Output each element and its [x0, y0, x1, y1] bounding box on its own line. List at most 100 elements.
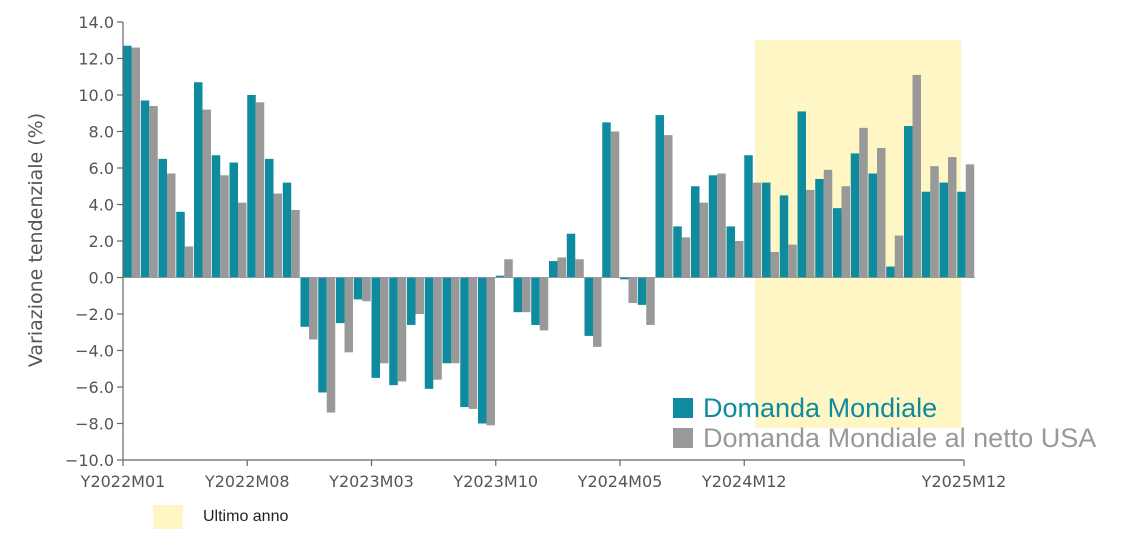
bar-netto-usa-Y2023M02: [362, 277, 371, 302]
bar-netto-usa-Y2024M12: [752, 182, 762, 278]
x-tick-label: Y2023M10: [452, 472, 538, 491]
y-tick-label: 0.0: [89, 269, 114, 288]
bar-domanda-mondiale-Y2025M11: [939, 182, 948, 278]
x-tick-label: Y2023M03: [328, 472, 414, 491]
bar-netto-usa-Y2022M11: [309, 277, 318, 340]
bar-domanda-mondiale-Y2022M05: [194, 82, 203, 278]
bar-domanda-mondiale-Y2024M01: [549, 261, 558, 278]
bar-domanda-mondiale-Y2024M05: [620, 277, 629, 280]
bar-netto-usa-Y2024M03: [593, 277, 602, 347]
bar-netto-usa-Y2025M04: [823, 169, 833, 278]
bar-netto-usa-Y2023M07: [451, 277, 460, 364]
bar-netto-usa-Y2023M03: [380, 277, 389, 364]
bar-domanda-mondiale-Y2022M12: [318, 277, 327, 393]
bar-netto-usa-Y2024M08: [681, 237, 691, 278]
bar-netto-usa-Y2022M12: [326, 277, 336, 413]
legend-label-1: Domanda Mondiale al netto USA: [703, 423, 1096, 453]
highlight-note-swatch: [153, 505, 183, 529]
bar-domanda-mondiale-Y2024M03: [584, 277, 593, 336]
bar-netto-usa-Y2025M07: [877, 147, 886, 278]
y-tick-label: 10.0: [78, 86, 114, 105]
bar-domanda-mondiale-Y2025M02: [779, 195, 789, 278]
bar-netto-usa-Y2024M06: [646, 277, 655, 325]
bar-domanda-mondiale-Y2022M01: [123, 45, 132, 278]
y-axis-label: Variazione tendenziale (%): [25, 113, 47, 367]
legend-label-0: Domanda Mondiale: [703, 393, 937, 423]
bar-netto-usa-Y2025M01: [770, 251, 779, 278]
bar-netto-usa-Y2022M03: [167, 173, 176, 278]
bar-netto-usa-Y2022M06: [220, 175, 229, 278]
y-tick-label: 2.0: [89, 232, 114, 251]
bar-domanda-mondiale-Y2022M08: [247, 95, 256, 278]
bar-netto-usa-Y2022M05: [202, 109, 211, 278]
bar-netto-usa-Y2023M06: [433, 277, 442, 380]
y-tick-label: −10.0: [65, 451, 114, 470]
bar-domanda-mondiale-Y2025M03: [797, 111, 806, 278]
bar-domanda-mondiale-Y2024M06: [637, 277, 647, 305]
bar-domanda-mondiale-Y2022M09: [265, 158, 274, 278]
bar-netto-usa-Y2022M04: [184, 246, 194, 278]
bar-domanda-mondiale-Y2023M07: [442, 277, 451, 364]
bar-netto-usa-Y2025M03: [806, 189, 815, 278]
bar-domanda-mondiale-Y2025M01: [762, 182, 771, 278]
bar-domanda-mondiale-Y2022M03: [158, 158, 167, 278]
bar-domanda-mondiale-Y2025M08: [886, 266, 895, 278]
y-tick-label: 8.0: [89, 123, 114, 142]
bar-netto-usa-Y2024M05: [628, 277, 637, 304]
bar-netto-usa-Y2025M09: [912, 74, 921, 278]
y-tick-label: −4.0: [75, 342, 114, 361]
bar-netto-usa-Y2025M05: [841, 186, 850, 278]
bar-domanda-mondiale-Y2024M12: [744, 155, 753, 278]
bar-domanda-mondiale-Y2023M06: [424, 277, 434, 389]
bar-netto-usa-Y2025M02: [788, 244, 797, 278]
bar-netto-usa-Y2022M10: [291, 209, 300, 278]
bar-netto-usa-Y2024M04: [610, 131, 620, 278]
bar-domanda-mondiale-Y2022M06: [211, 155, 221, 278]
bar-netto-usa-Y2025M06: [859, 127, 868, 278]
bar-domanda-mondiale-Y2022M04: [176, 211, 185, 278]
bar-domanda-mondiale-Y2023M05: [407, 277, 416, 325]
bar-netto-usa-Y2023M01: [344, 277, 353, 353]
y-tick-label: 6.0: [89, 159, 114, 178]
bar-domanda-mondiale-Y2022M11: [300, 277, 309, 327]
bar-domanda-mondiale-Y2023M01: [336, 277, 345, 324]
bar-netto-usa-Y2025M11: [948, 157, 957, 278]
bar-netto-usa-Y2023M10: [504, 259, 513, 278]
bar-netto-usa-Y2024M02: [575, 259, 584, 278]
bar-netto-usa-Y2023M09: [486, 277, 495, 426]
bar-domanda-mondiale-Y2023M03: [371, 277, 380, 378]
y-tick-label: −2.0: [75, 305, 114, 324]
y-tick-label: 12.0: [78, 50, 114, 69]
bar-netto-usa-Y2024M07: [664, 135, 673, 278]
bar-domanda-mondiale-Y2023M02: [353, 277, 363, 300]
bar-domanda-mondiale-Y2024M08: [673, 226, 682, 278]
bar-netto-usa-Y2023M08: [468, 277, 478, 409]
bar-netto-usa-Y2025M10: [930, 166, 939, 278]
bar-domanda-mondiale-Y2025M12: [957, 191, 966, 278]
bar-domanda-mondiale-Y2024M07: [655, 115, 664, 278]
bar-netto-usa-Y2022M07: [238, 202, 247, 278]
bar-netto-usa-Y2025M12: [965, 164, 975, 278]
x-tick-label: Y2022M01: [80, 472, 166, 491]
x-tick-label: Y2024M05: [577, 472, 663, 491]
bar-netto-usa-Y2023M05: [415, 277, 424, 314]
bar-domanda-mondiale-Y2025M10: [921, 191, 931, 278]
x-tick-label: Y2024M12: [701, 472, 787, 491]
y-tick-label: 4.0: [89, 196, 114, 215]
bar-domanda-mondiale-Y2023M08: [460, 277, 469, 408]
bar-netto-usa-Y2022M08: [255, 102, 265, 278]
highlight-note-label: Ultimo anno: [203, 508, 289, 525]
bar-domanda-mondiale-Y2023M04: [389, 277, 398, 386]
bar-domanda-mondiale-Y2023M09: [478, 277, 487, 424]
bar-domanda-mondiale-Y2025M04: [815, 178, 824, 278]
bar-domanda-mondiale-Y2022M10: [282, 182, 292, 278]
bar-domanda-mondiale-Y2024M02: [566, 233, 576, 278]
bar-netto-usa-Y2022M01: [131, 47, 140, 278]
bar-netto-usa-Y2024M10: [717, 173, 726, 278]
legend-swatch-0: [673, 398, 693, 418]
bar-domanda-mondiale-Y2024M11: [726, 226, 735, 278]
bar-netto-usa-Y2023M11: [522, 277, 531, 313]
bar-domanda-mondiale-Y2022M02: [140, 100, 150, 278]
